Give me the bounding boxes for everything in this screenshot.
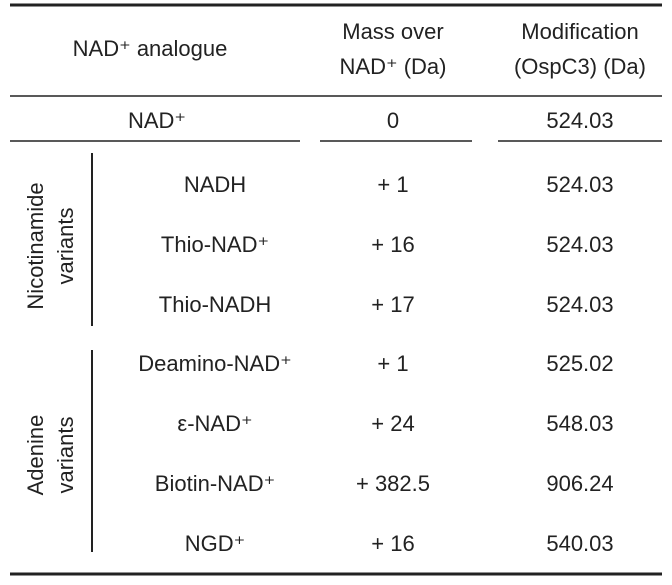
table-cell: 548.03 — [546, 411, 613, 436]
header-cell: NAD⁺ analogue — [73, 36, 228, 61]
table-cell: 524.03 — [546, 232, 613, 257]
table-cell: + 1 — [377, 172, 408, 197]
group-label: Adenine — [23, 415, 48, 496]
header-cell: Mass over — [342, 19, 443, 44]
table-cell: + 382.5 — [356, 471, 430, 496]
header-cell: (OspC3) (Da) — [514, 54, 646, 79]
table-cell: Thio-NAD⁺ — [161, 232, 269, 257]
table-cell: + 17 — [371, 292, 414, 317]
table-cell: Biotin-NAD⁺ — [155, 471, 275, 496]
header-cell: NAD⁺ (Da) — [340, 54, 447, 79]
table-cell: 906.24 — [546, 471, 613, 496]
group-label: variants — [53, 207, 78, 284]
table-cell: + 16 — [371, 232, 414, 257]
table-cell: + 24 — [371, 411, 414, 436]
table-cell: Thio-NADH — [159, 292, 271, 317]
table-cell: + 16 — [371, 531, 414, 556]
table-cell: Deamino-NAD⁺ — [138, 351, 291, 376]
table-cell: ε-NAD⁺ — [177, 411, 252, 436]
table-cell: 525.02 — [546, 351, 613, 376]
table-cell: + 1 — [377, 351, 408, 376]
reference-cell: 0 — [387, 108, 399, 133]
table-cell: NADH — [184, 172, 246, 197]
reference-cell: NAD⁺ — [128, 108, 186, 133]
header-cell: Modification — [521, 19, 638, 44]
table-cell: 524.03 — [546, 292, 613, 317]
group-label: Nicotinamide — [23, 182, 48, 309]
table-cell: 540.03 — [546, 531, 613, 556]
group-label: variants — [53, 416, 78, 493]
table-cell: 524.03 — [546, 172, 613, 197]
reference-cell: 524.03 — [546, 108, 613, 133]
table-cell: NGD⁺ — [185, 531, 246, 556]
